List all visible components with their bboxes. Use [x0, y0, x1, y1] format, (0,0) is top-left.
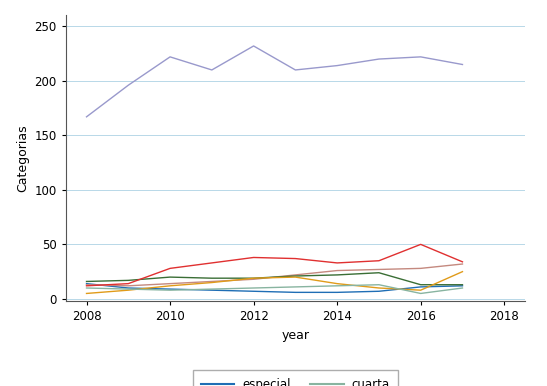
Y-axis label: Categorias: Categorias	[16, 124, 29, 192]
X-axis label: year: year	[281, 328, 310, 342]
Legend: especial, primera, segunda, tercera, cuarta, quinta, sexta: especial, primera, segunda, tercera, cua…	[193, 370, 398, 386]
